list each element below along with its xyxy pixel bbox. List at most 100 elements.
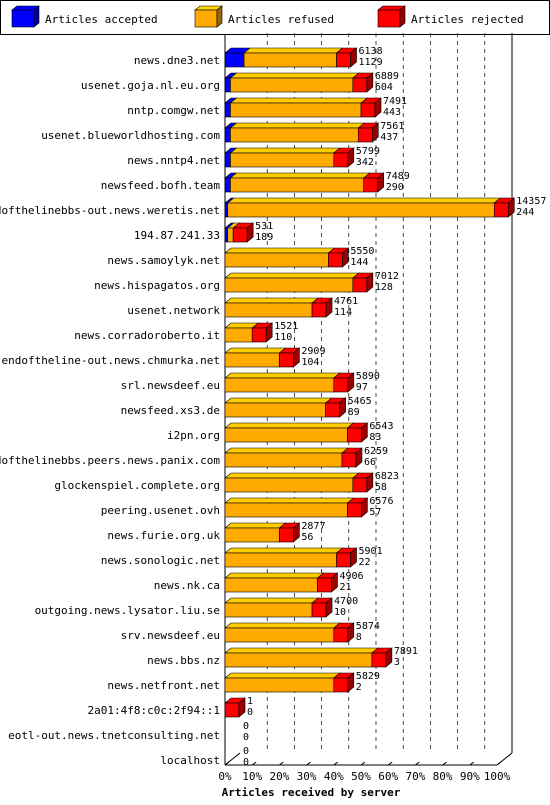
bar-accepted (224, 202, 229, 218)
bar-refused (224, 277, 354, 293)
value-second-label: 110 (274, 332, 292, 343)
value-total-label: 5874 (356, 621, 380, 632)
bar-refused (224, 377, 335, 393)
bar-refused-top (224, 347, 287, 354)
x-tick-label: 30% (297, 770, 317, 783)
bar-end-cap (339, 397, 346, 418)
bar-rejected (328, 252, 343, 268)
bar-end-cap (377, 172, 385, 193)
bar-end-cap (355, 447, 363, 468)
bar-rejected (279, 352, 294, 368)
bar-rejected (493, 202, 509, 218)
value-second-label: 21 (339, 582, 351, 593)
category-label: news.hispagatos.org (94, 279, 220, 292)
bar-refused-top (224, 672, 341, 679)
bar-refused (230, 177, 365, 193)
bar-refused-top (243, 47, 344, 54)
x-tick-mark (224, 761, 230, 766)
bar-end-cap (347, 672, 355, 693)
category-label: usenet.goja.nl.eu.org (81, 79, 220, 92)
value-second-label: 128 (375, 282, 393, 293)
category-label: usenet.blueworldhosting.com (41, 129, 220, 142)
bar-refused (224, 577, 318, 593)
x-tick-mark (387, 761, 393, 766)
value-second-label: 57 (369, 507, 381, 518)
bar-refused (230, 102, 362, 118)
category-label: i2pn.org (167, 429, 220, 442)
bar-refused (224, 252, 329, 268)
bar-refused-top (229, 147, 341, 154)
value-second-label: 66 (364, 457, 376, 468)
value-second-label: 3 (394, 657, 400, 668)
x-tick-label: 10% (242, 770, 262, 783)
bar-refused-top (224, 372, 341, 379)
value-second-label: 56 (301, 532, 313, 543)
bar-end-cap (385, 647, 393, 668)
category-label: usenet.network (127, 304, 220, 317)
value-second-label: 244 (516, 207, 534, 218)
value-total-label: 5890 (356, 371, 380, 382)
bar-refused-top (224, 447, 349, 454)
value-second-label: 2 (356, 682, 362, 693)
bar-rejected (363, 177, 379, 193)
bar-rejected (311, 602, 327, 618)
legend-swatch-side (399, 5, 406, 28)
bar-refused (224, 477, 354, 493)
bar-rejected (279, 527, 294, 543)
bar-rejected (371, 652, 387, 668)
value-second-label: 0 (243, 757, 249, 768)
bar-refused-top (226, 197, 502, 204)
value-total-label: 7891 (394, 646, 418, 657)
bar-refused (224, 552, 337, 568)
bar-refused-top (224, 547, 344, 554)
bar-refused (224, 302, 313, 318)
x-tick-mark (442, 761, 447, 766)
x-tick-label: 50% (351, 770, 371, 783)
value-second-label: 58 (375, 482, 387, 493)
bar-refused (224, 677, 335, 693)
x-tick-mark (469, 761, 475, 766)
category-label: endofthelinebbs-out.news.weretis.net (0, 204, 220, 217)
bar-rejected (336, 552, 351, 568)
category-label: news.furie.org.uk (107, 529, 220, 542)
value-second-label: 0 (243, 732, 249, 743)
x-tick-label: 0% (218, 770, 232, 783)
category-label: localhost (160, 754, 220, 767)
bar-refused (224, 502, 348, 518)
category-label: eotl-out.news.tnetconsulting.net (8, 729, 220, 742)
bar-refused (224, 627, 335, 643)
x-tick-mark (279, 761, 284, 766)
bar-refused-top (224, 472, 360, 479)
bar-refused-top (224, 397, 333, 404)
value-second-label: 89 (348, 407, 360, 418)
legend-box (0, 0, 550, 35)
legend-swatch-side (33, 5, 40, 28)
value-second-label: 22 (359, 557, 371, 568)
value-total-label: 5550 (350, 246, 374, 257)
value-total-label: 6138 (359, 46, 383, 57)
value-total-label: 6823 (375, 471, 399, 482)
value-total-label: 6576 (369, 496, 393, 507)
bar-refused (243, 52, 337, 68)
value-total-label: 4906 (339, 571, 363, 582)
value-total-label: 2877 (301, 521, 325, 532)
bar-end-cap (347, 147, 355, 168)
value-total-label: 5829 (356, 671, 380, 682)
bar-rejected (352, 477, 368, 493)
bar-rejected (317, 577, 332, 593)
bar-refused (224, 402, 326, 418)
x-tick-label: 100% (484, 770, 511, 783)
bar-end-cap (265, 322, 273, 343)
bar-rejected (311, 302, 327, 318)
bar-end-cap (331, 572, 338, 593)
bar-refused (224, 452, 343, 468)
bar-rejected (333, 677, 349, 693)
bar-rejected (352, 277, 368, 293)
category-label: srl.newsdeef.eu (121, 379, 220, 392)
bar-end-cap (366, 72, 374, 93)
category-label: newsfeed.xs3.de (121, 404, 220, 417)
bar-end-cap (347, 372, 355, 393)
bar-refused (224, 602, 313, 618)
bar-end-cap (361, 422, 368, 443)
x-tick-mark (360, 761, 366, 766)
